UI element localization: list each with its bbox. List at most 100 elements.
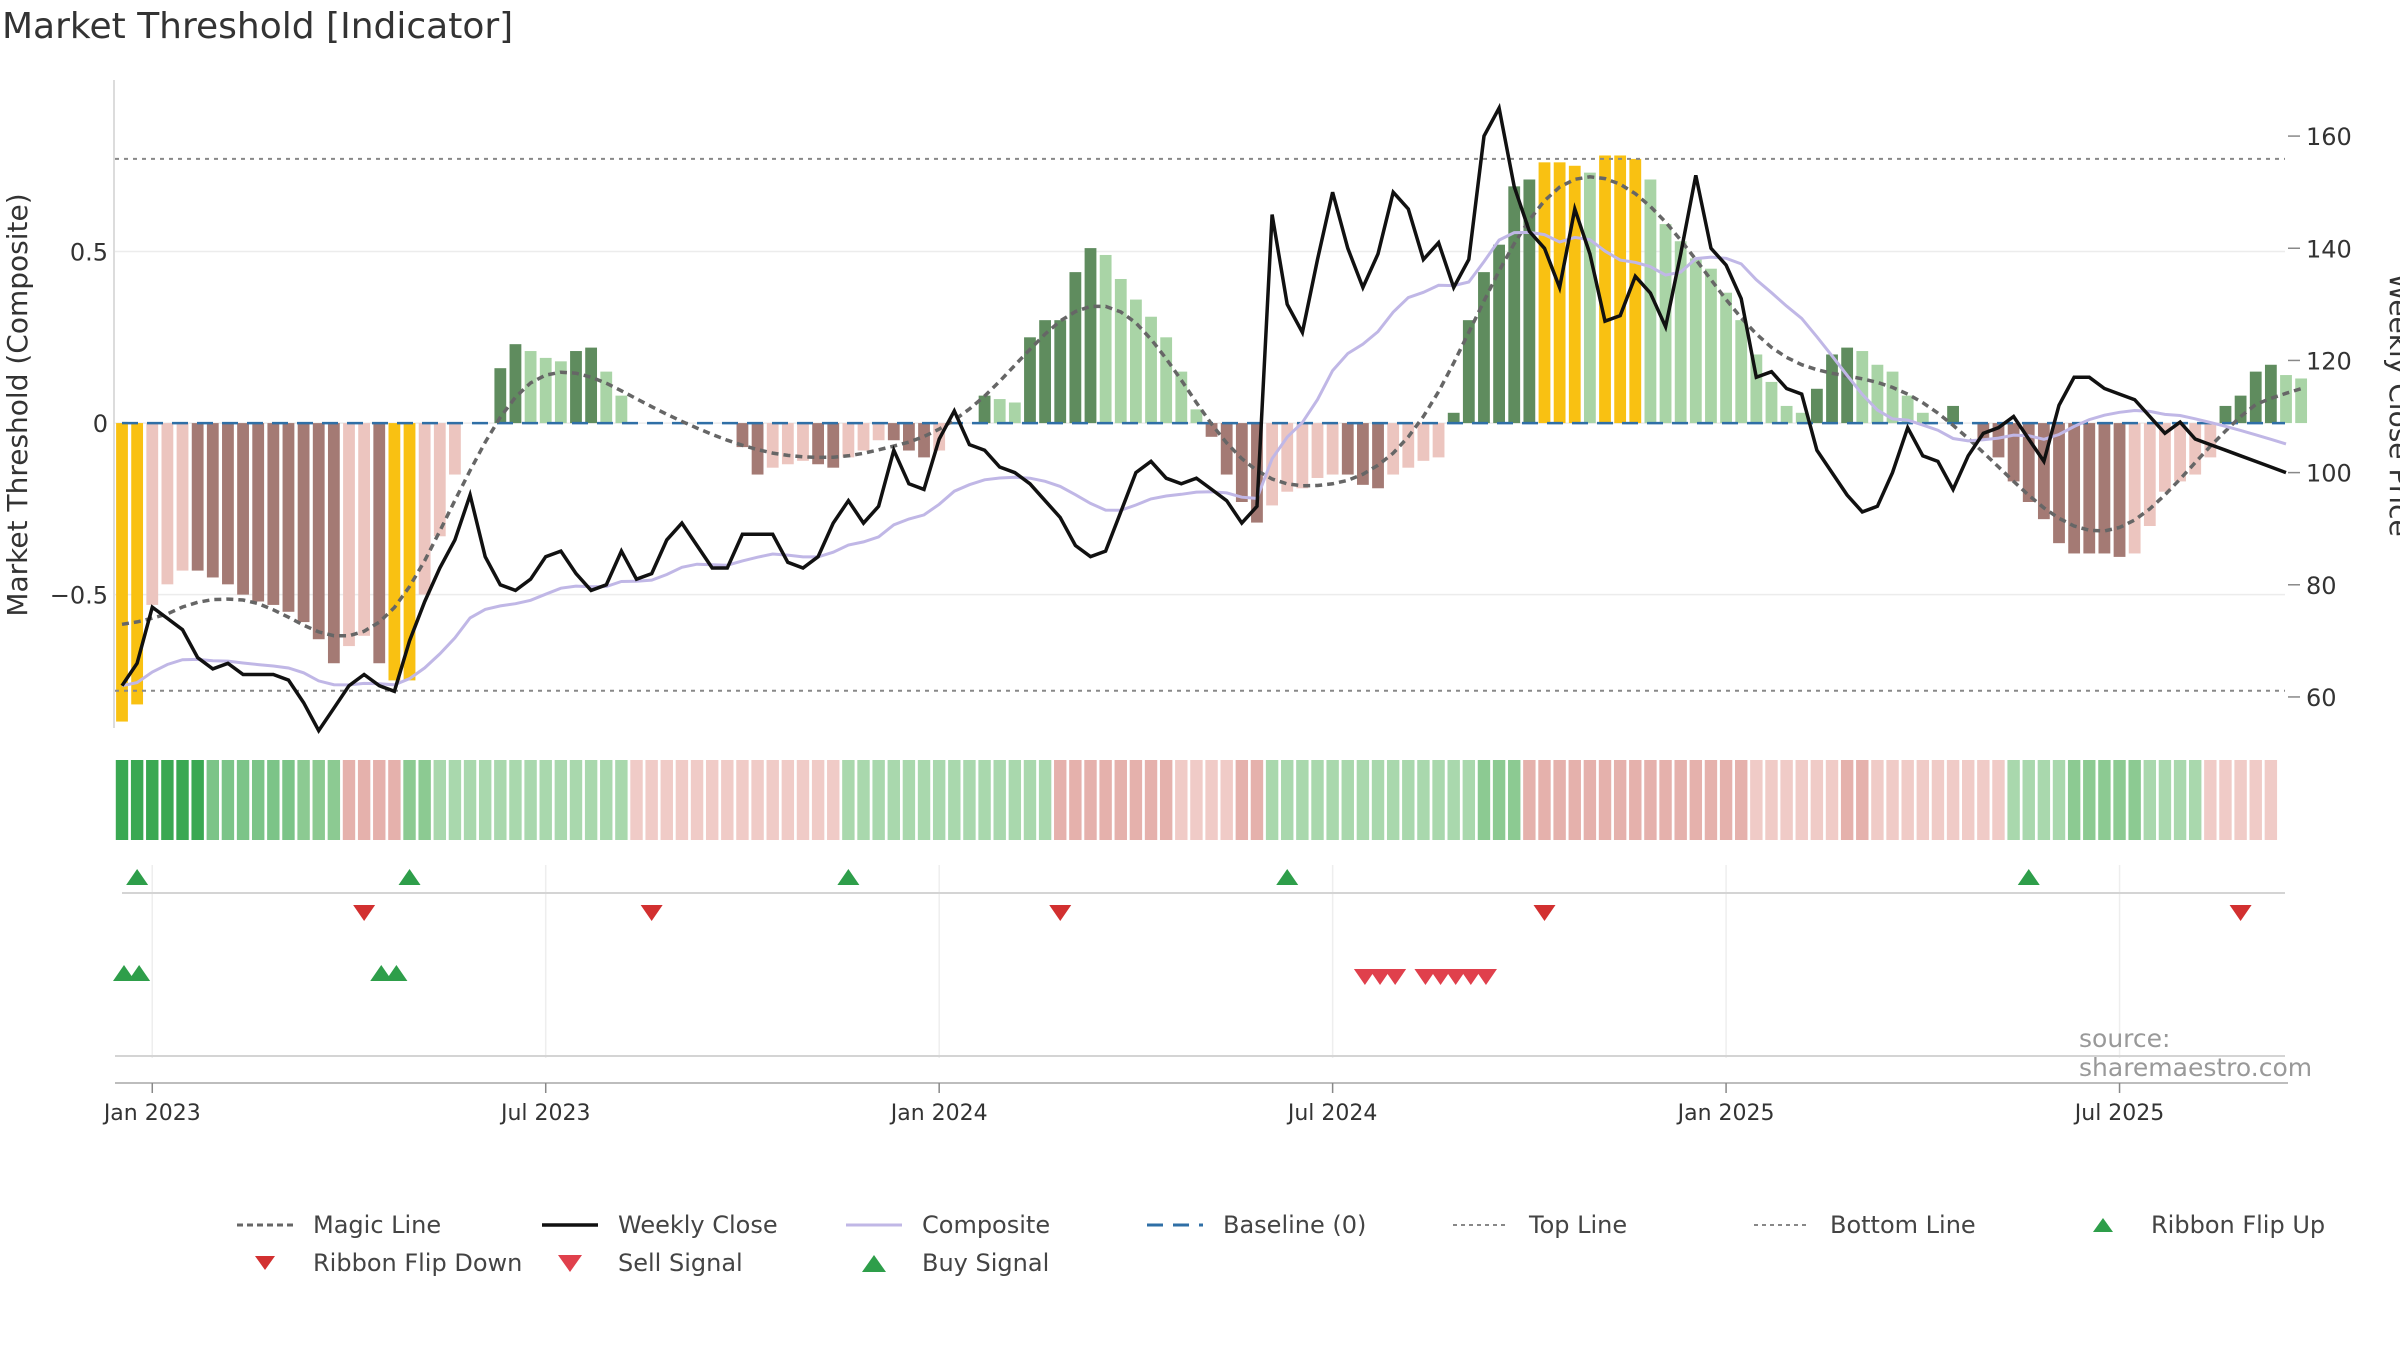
- sell-signal-marker: [1444, 969, 1467, 985]
- ribbon-cell: [1871, 760, 1884, 840]
- composite-bar: [1674, 241, 1687, 424]
- ribbon-cell: [902, 760, 916, 840]
- ribbon-cell: [872, 760, 885, 840]
- legend-sell-icon: [558, 1255, 582, 1272]
- ribbon-cell: [1704, 760, 1718, 840]
- ribbon-flip-down-marker: [1533, 905, 1556, 921]
- legend-composite-icon: [846, 1223, 902, 1227]
- grid: [115, 250, 2288, 1084]
- ribbon-cell: [478, 760, 492, 840]
- composite-bar: [812, 423, 825, 465]
- x-tick-label: Jan 2023: [102, 1101, 201, 1126]
- ribbon-cell: [1205, 760, 1218, 840]
- composite-bar: [176, 423, 189, 571]
- legend-flip_down-icon: [255, 1256, 275, 1270]
- ribbon-cell: [2264, 760, 2278, 840]
- composite-bar: [1508, 186, 1521, 424]
- ribbon-cell: [1644, 760, 1657, 840]
- composite-bar: [1387, 423, 1400, 475]
- composite-bar: [2037, 423, 2050, 520]
- composite-bar: [1583, 172, 1596, 424]
- ribbon-cell: [2128, 760, 2141, 840]
- legend-bottom-icon: [1754, 1224, 1810, 1226]
- y2-tick-label: 80: [2306, 572, 2337, 600]
- composite-bar: [1614, 155, 1627, 424]
- ribbon-cell: [2234, 760, 2247, 840]
- ribbon-cell: [1054, 760, 1067, 840]
- ribbon-cell: [1901, 760, 1914, 840]
- buy-signal-marker: [128, 965, 151, 981]
- ribbon-cell: [494, 760, 507, 840]
- x-tick-label: Jul 2025: [2073, 1101, 2165, 1126]
- composite-bar: [1493, 244, 1505, 424]
- ribbon-cell: [1402, 760, 1415, 840]
- legend-item-magic: Magic Line: [235, 1205, 441, 1245]
- composite-bar: [524, 351, 537, 424]
- composite-bar: [1916, 412, 1929, 424]
- composite-bar: [1523, 179, 1536, 424]
- composite-bar: [1886, 371, 1899, 424]
- ribbon-cell: [569, 760, 583, 840]
- composite-bar: [1190, 409, 1203, 424]
- legend-label: Baseline (0): [1223, 1211, 1367, 1239]
- ribbon-cell: [388, 760, 401, 840]
- composite-bar: [2249, 371, 2262, 424]
- composite-bar: [736, 423, 749, 448]
- legend-label: Top Line: [1529, 1211, 1628, 1239]
- composite-bar: [1311, 423, 1324, 478]
- ribbon-cell: [2173, 760, 2187, 840]
- ribbon-cell: [1492, 760, 1506, 840]
- composite-bar: [600, 371, 613, 424]
- legend-label: Ribbon Flip Down: [313, 1249, 523, 1277]
- legend-label: Magic Line: [313, 1211, 442, 1239]
- ribbon-cell: [932, 760, 946, 840]
- ribbon-cell: [509, 760, 522, 840]
- legend-label: Composite: [922, 1211, 1051, 1239]
- ribbon-cell: [146, 760, 159, 840]
- y2-axis-title: Weekly Close Price: [2383, 273, 2400, 536]
- composite-bar: [222, 423, 234, 585]
- weekly-close-line: [120, 102, 2287, 734]
- composite-bar: [237, 423, 249, 595]
- ribbon-cell: [418, 760, 431, 840]
- composite-bar: [146, 423, 159, 605]
- composite-bar: [1054, 320, 1067, 424]
- ribbon-cell: [2113, 760, 2126, 840]
- legend-label: Buy Signal: [922, 1249, 1050, 1277]
- composite-bar: [903, 423, 915, 451]
- legend-item-flip_down: Ribbon Flip Down: [235, 1243, 522, 1283]
- ribbon-cell: [1417, 760, 1430, 840]
- legend-close-icon: [542, 1223, 598, 1227]
- composite-bar: [1447, 412, 1460, 424]
- ribbon-cell: [1780, 760, 1793, 840]
- composite-bar: [418, 423, 431, 595]
- ribbon-cell: [1175, 760, 1188, 840]
- y2-tick-label: 60: [2306, 684, 2337, 712]
- ribbon-cell: [857, 760, 870, 840]
- ribbon-cell: [1916, 760, 1930, 840]
- y2-tick-label: 140: [2306, 235, 2352, 263]
- chart-legend: Magic Line Weekly Close Composite Baseline …: [0, 1205, 2400, 1295]
- ribbon-cell: [433, 760, 446, 840]
- sell-signal-marker: [1459, 969, 1482, 985]
- y2-tick-label: 160: [2306, 123, 2352, 151]
- legend-item-bottom: Bottom Line: [1752, 1205, 1976, 1245]
- ribbon-cell: [2007, 760, 2020, 840]
- composite-bar: [191, 423, 204, 571]
- ribbon-cell: [1386, 760, 1400, 840]
- ribbon-cell: [1659, 760, 1672, 840]
- composite-bar: [131, 423, 144, 705]
- composite-bar: [343, 423, 355, 647]
- composite-bar: [1220, 423, 1233, 475]
- composite-bars: [116, 155, 2308, 722]
- ribbon-flip-up-marker: [2017, 869, 2040, 885]
- x-tick-label: Jul 2023: [499, 1101, 591, 1126]
- composite-bar: [1145, 316, 1157, 424]
- magic-line: [121, 175, 2302, 638]
- ribbon-cell: [1356, 760, 1370, 840]
- composite-bar: [433, 423, 446, 537]
- ribbon-cell: [2083, 760, 2096, 840]
- composite-bar: [1553, 162, 1566, 424]
- ribbon-cell: [766, 760, 779, 840]
- ribbon-cell: [2204, 760, 2217, 840]
